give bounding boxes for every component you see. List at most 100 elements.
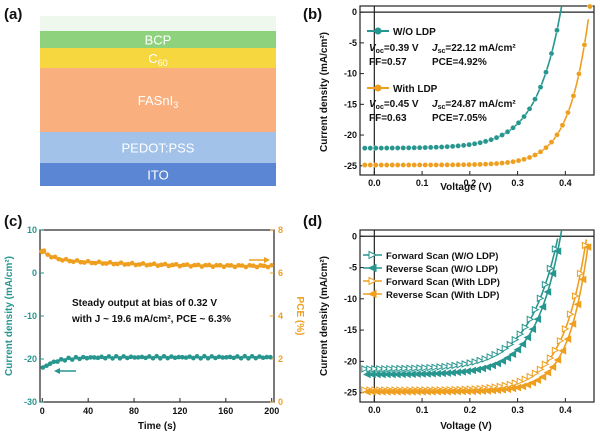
d-series-0-point-18 bbox=[451, 361, 460, 370]
d-series-0-point-1 bbox=[366, 365, 374, 373]
b-series-1-point-27 bbox=[510, 158, 516, 165]
c-series-0-point-1 bbox=[44, 363, 49, 368]
pce-wo: PCE=4.92% bbox=[432, 57, 487, 68]
c-xtick-label-1: 40 bbox=[83, 406, 93, 416]
d-series-2-point-43 bbox=[576, 269, 585, 278]
d-series-2-point-32 bbox=[521, 375, 530, 384]
ylabel-d: Current density (mA/cm²) bbox=[319, 256, 330, 376]
d-series-0-point-2 bbox=[371, 364, 379, 373]
d-series-0-point-26 bbox=[491, 350, 500, 359]
c-series-1-point-24 bbox=[126, 261, 131, 267]
d-axes-ytick-label-5: -25 bbox=[344, 388, 357, 398]
c-series-0-point-53 bbox=[235, 354, 240, 359]
d-series-3-point-40 bbox=[563, 335, 572, 343]
panel-a: (a) BCP C60 FASnI3 PEDOT:PSS ITO bbox=[4, 6, 276, 186]
d-axes-ytick-label-2: -10 bbox=[344, 294, 357, 304]
b-series-1-point-31 bbox=[532, 152, 538, 158]
c-ytick-right-label-1: 2 bbox=[278, 354, 283, 364]
b-axes-ytick-label-3: -15 bbox=[344, 99, 357, 109]
c-series-0-point-7 bbox=[66, 355, 71, 361]
d-series-1-point-30 bbox=[513, 345, 522, 354]
c-series-0-point-54 bbox=[238, 355, 244, 361]
d-series-2-point-33 bbox=[526, 372, 535, 381]
b-series-1-point-32 bbox=[537, 149, 544, 155]
c-series-1-point-18 bbox=[104, 261, 109, 266]
c-xtick-label-5: 200 bbox=[264, 406, 279, 416]
c-series-1-point-61 bbox=[261, 263, 267, 269]
b-series-1-point-7 bbox=[400, 162, 407, 168]
c-series-1-point-19 bbox=[107, 259, 113, 265]
d-series-2-point-41 bbox=[566, 310, 575, 319]
legend-b: W/O LDP Voc=0.39 V Jsc=22.12 mA/cm² FF=0… bbox=[367, 27, 516, 124]
d-series-0-point-28 bbox=[501, 344, 510, 353]
d-series-1-point-26 bbox=[493, 359, 501, 368]
c-series-0-point-5 bbox=[58, 356, 64, 362]
b-series-0-point-13 bbox=[433, 144, 439, 151]
b-series-0-point-11 bbox=[422, 144, 428, 151]
c-series-1-point-22 bbox=[118, 260, 124, 265]
b-series-0-point-35 bbox=[554, 27, 560, 34]
d-series-0-point-4 bbox=[381, 364, 389, 373]
c-series-0-point-13 bbox=[88, 355, 93, 360]
c-series-1-point-25 bbox=[129, 260, 135, 266]
c-series-0-point-31 bbox=[154, 353, 159, 359]
b-series-0-point-2 bbox=[372, 145, 379, 151]
arrow-left-indicator bbox=[54, 368, 76, 374]
c-series-0-point-42 bbox=[194, 354, 200, 359]
c-series-1-point-36 bbox=[170, 262, 175, 268]
b-series-1-point-25 bbox=[499, 160, 505, 166]
b-series-0-point-21 bbox=[477, 139, 483, 146]
c-ytick-right-label-0: 0 bbox=[278, 397, 283, 407]
curves-c bbox=[39, 248, 274, 370]
b-series-0-point-22 bbox=[482, 138, 489, 145]
d-series-1-point-27 bbox=[498, 357, 506, 365]
d-series-0-point-8 bbox=[401, 364, 410, 373]
c-series-0-point-37 bbox=[176, 354, 181, 360]
legend-d-marker-1 bbox=[367, 263, 377, 273]
voc-with: Voc=0.45 V bbox=[369, 99, 419, 111]
c-series-0-point-28 bbox=[143, 355, 148, 361]
legend-d-text-3: Reverse Scan (With LDP) bbox=[386, 290, 499, 301]
legend-d-marker-0 bbox=[368, 250, 378, 260]
c-series-1-point-14 bbox=[89, 260, 95, 266]
b-series-1-point-26 bbox=[504, 159, 511, 166]
b-series-0-point-27 bbox=[510, 124, 516, 131]
pce-with: PCE=7.05% bbox=[432, 113, 487, 124]
b-series-0-point-18 bbox=[460, 142, 467, 149]
c-series-1-point-47 bbox=[210, 264, 216, 270]
d-series-3-point-41 bbox=[568, 320, 577, 328]
d-series-2-point-31 bbox=[516, 377, 525, 386]
d-series-0-point-0 bbox=[361, 365, 369, 373]
c-series-0-point-43 bbox=[198, 356, 204, 361]
d-series-3-point-38 bbox=[553, 356, 562, 364]
b-series-1-point-18 bbox=[460, 161, 467, 168]
c-series-1-point-20 bbox=[111, 261, 117, 267]
axes-b: 0.0 0.1 0.2 0.3 0.4 0 -5 -10 -15 -20 -25 bbox=[344, 6, 594, 188]
b-axes-ytick-label-4: -20 bbox=[344, 130, 357, 140]
d-axes-ytick-label-0: 0 bbox=[352, 231, 357, 241]
c-series-0-point-17 bbox=[102, 355, 108, 361]
d-series-2-point-29 bbox=[506, 380, 515, 389]
d-series-0-point-14 bbox=[431, 363, 440, 372]
c-series-0-point-11 bbox=[80, 354, 86, 360]
d-series-0-point-27 bbox=[496, 347, 505, 356]
c-series-1-point-1 bbox=[41, 248, 47, 253]
c-series-0-point-34 bbox=[165, 355, 170, 361]
d-series-2-point-30 bbox=[511, 379, 520, 387]
xlabel-b: Voltage (V) bbox=[440, 182, 491, 193]
panel-b: (b) 0.0 0.1 0.2 0.3 0.4 0 -5 -10 -15 -20 -25 Volta… bbox=[303, 3, 595, 193]
d-series-1-point-28 bbox=[503, 354, 512, 362]
d-axes-ytick-label-4: -20 bbox=[344, 356, 357, 366]
c-series-1-point-21 bbox=[115, 261, 120, 267]
d-series-3-point-37 bbox=[548, 363, 557, 371]
b-series-1-point-13 bbox=[433, 162, 439, 168]
b-series-0-point-7 bbox=[400, 145, 407, 151]
ff-with: FF=0.63 bbox=[369, 113, 407, 124]
c-series-0-point-16 bbox=[99, 354, 104, 360]
c-series-0-point-61 bbox=[264, 354, 270, 360]
b-series-0-point-31 bbox=[532, 96, 538, 102]
b-series-1-point-5 bbox=[389, 162, 396, 168]
c-series-1-point-32 bbox=[155, 263, 161, 268]
d-series-0-point-24 bbox=[481, 355, 490, 363]
d-series-0-point-37 bbox=[546, 264, 555, 273]
